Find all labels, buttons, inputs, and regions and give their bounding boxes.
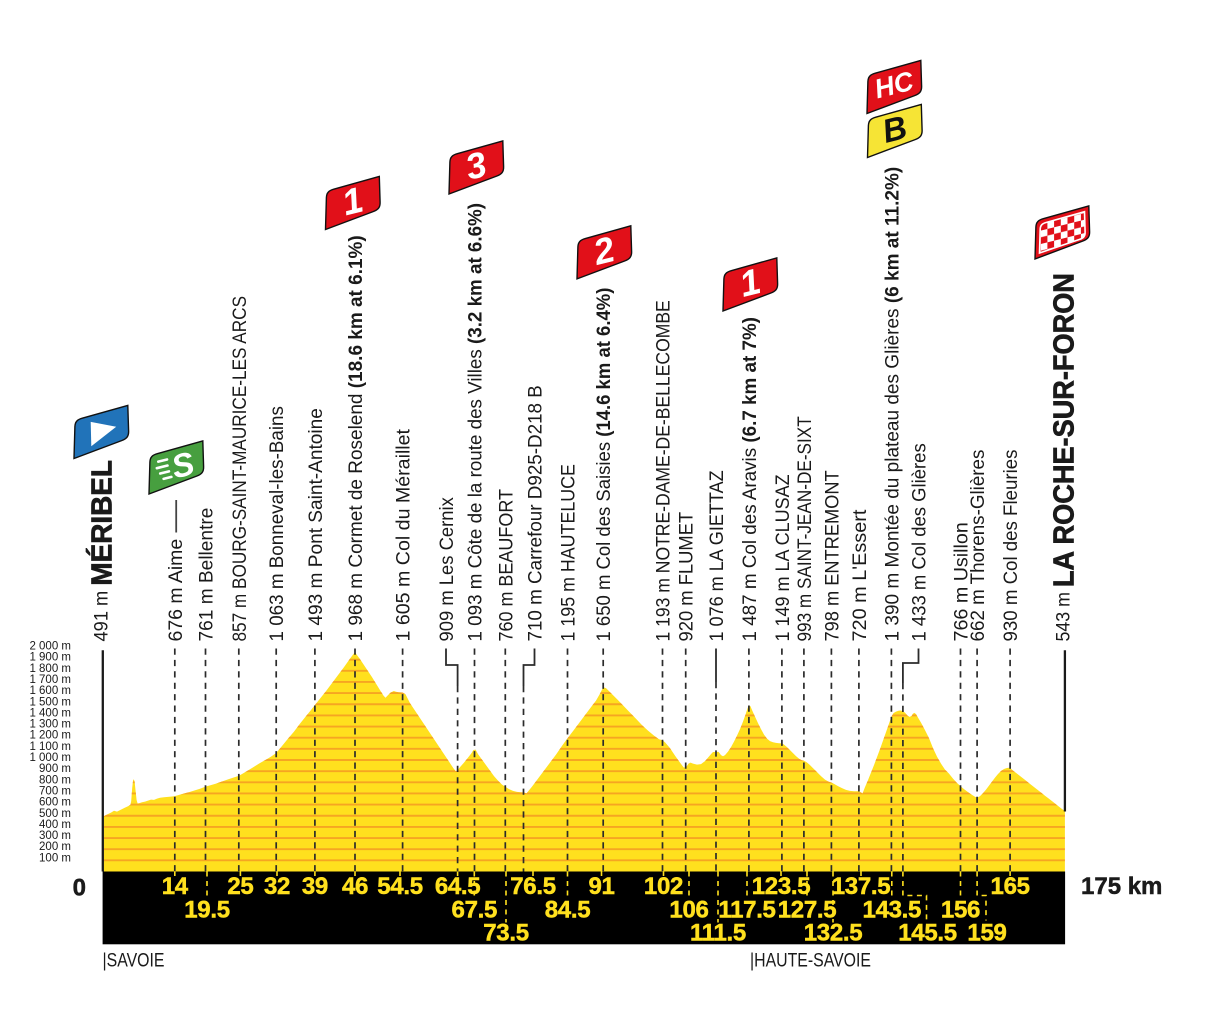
svg-text:1 390 m Montée du plateau des: 1 390 m Montée du plateau des Glières (6… xyxy=(882,167,903,642)
svg-text:1 800 m: 1 800 m xyxy=(29,663,71,675)
svg-text:1 100 m: 1 100 m xyxy=(29,741,71,753)
svg-text:710 m Carrefour D925-D218 B: 710 m Carrefour D925-D218 B xyxy=(525,385,546,641)
svg-text:1 700 m: 1 700 m xyxy=(29,674,71,686)
svg-text:137.5: 137.5 xyxy=(832,873,891,900)
svg-text:0: 0 xyxy=(73,874,86,901)
svg-text:64.5: 64.5 xyxy=(435,873,481,900)
svg-text:900 m: 900 m xyxy=(39,763,71,775)
svg-text:400 m: 400 m xyxy=(39,819,71,831)
svg-text:761 m Bellentre: 761 m Bellentre xyxy=(197,508,218,642)
svg-text:1 487 m Col des Aravis (6.7 km: 1 487 m Col des Aravis (6.7 km at 7%) xyxy=(740,317,761,641)
svg-text:1 433 m Col des Glières: 1 433 m Col des Glières xyxy=(908,443,929,641)
svg-text:1 600 m: 1 600 m xyxy=(29,685,71,697)
svg-text:1 193 m NOTRE-DAME-DE-BELLECOM: 1 193 m NOTRE-DAME-DE-BELLECOMBE xyxy=(652,300,674,641)
svg-text:1 076 m LA GIETTAZ: 1 076 m LA GIETTAZ xyxy=(706,470,728,641)
svg-text:100 m: 100 m xyxy=(39,852,71,864)
svg-text:930 m Col des Fleuries: 930 m Col des Fleuries xyxy=(1000,450,1021,642)
svg-text:800 m: 800 m xyxy=(39,774,71,786)
svg-text:73.5: 73.5 xyxy=(483,920,529,947)
svg-text:165: 165 xyxy=(991,873,1030,900)
svg-text:19.5: 19.5 xyxy=(184,897,230,924)
svg-text:1 000 m: 1 000 m xyxy=(29,752,71,764)
svg-text:|HAUTE-SAVOIE: |HAUTE-SAVOIE xyxy=(750,951,871,972)
svg-text:123.5: 123.5 xyxy=(752,873,811,900)
svg-text:14: 14 xyxy=(162,873,189,900)
svg-text:32: 32 xyxy=(264,873,290,900)
svg-text:159: 159 xyxy=(967,920,1006,947)
svg-text:662 m Thorens-Glières: 662 m Thorens-Glières xyxy=(968,450,989,642)
svg-text:46: 46 xyxy=(342,873,368,900)
svg-text:1 300 m: 1 300 m xyxy=(29,719,71,731)
svg-text:67.5: 67.5 xyxy=(452,897,498,924)
svg-text:117.5: 117.5 xyxy=(718,897,775,924)
svg-text:1 900 m: 1 900 m xyxy=(29,652,71,664)
svg-text:2 000 m: 2 000 m xyxy=(29,641,71,653)
svg-text:300 m: 300 m xyxy=(39,830,71,842)
svg-text:106: 106 xyxy=(669,897,708,924)
svg-text:25: 25 xyxy=(227,873,253,900)
svg-text:760 m BEAUFORT: 760 m BEAUFORT xyxy=(495,489,517,641)
svg-text:1 605 m Col du Méraillet: 1 605 m Col du Méraillet xyxy=(394,428,415,641)
svg-text:1 500 m: 1 500 m xyxy=(29,696,71,708)
svg-text:76.5: 76.5 xyxy=(510,873,556,900)
svg-text:1 195 m HAUTELUCE: 1 195 m HAUTELUCE xyxy=(557,464,579,641)
svg-text:1 493 m Pont Saint-Antoine: 1 493 m Pont Saint-Antoine xyxy=(306,408,327,641)
svg-text:1 968 m Cormet de Roselend (18: 1 968 m Cormet de Roselend (18.6 km at 6… xyxy=(346,235,367,641)
svg-text:909 m Les Cernix: 909 m Les Cernix xyxy=(436,497,457,642)
svg-text:175 km: 175 km xyxy=(1081,873,1162,900)
svg-text:156: 156 xyxy=(941,897,980,924)
svg-text:720 m L'Essert: 720 m L'Essert xyxy=(849,509,871,642)
svg-text:|SAVOIE: |SAVOIE xyxy=(103,951,165,972)
svg-text:1 400 m: 1 400 m xyxy=(29,707,71,719)
svg-text:91: 91 xyxy=(588,873,614,900)
svg-text:857 m BOURG-SAINT-MAURICE-LES: 857 m BOURG-SAINT-MAURICE-LES ARCS xyxy=(229,296,250,642)
svg-text:1 063 m Bonneval-les-Bains: 1 063 m Bonneval-les-Bains xyxy=(267,406,288,641)
svg-text:84.5: 84.5 xyxy=(545,897,591,924)
svg-text:102: 102 xyxy=(644,873,683,900)
svg-text:127.5: 127.5 xyxy=(778,897,837,924)
svg-text:676 m Aime: 676 m Aime xyxy=(166,539,187,642)
svg-text:766 m Usillon: 766 m Usillon xyxy=(951,522,973,641)
svg-text:500 m: 500 m xyxy=(39,808,71,820)
svg-text:1 200 m: 1 200 m xyxy=(29,730,71,742)
svg-text:200 m: 200 m xyxy=(39,841,71,853)
svg-text:1 149 m LA CLUSAZ: 1 149 m LA CLUSAZ xyxy=(771,474,793,641)
svg-text:798 m ENTREMONT: 798 m ENTREMONT xyxy=(821,470,842,641)
svg-text:132.5: 132.5 xyxy=(804,920,863,947)
svg-text:145.5: 145.5 xyxy=(898,920,957,947)
svg-text:700 m: 700 m xyxy=(39,785,71,797)
svg-text:491 m MÉRIBEL: 491 m MÉRIBEL xyxy=(86,460,119,641)
svg-text:920 m FLUMET: 920 m FLUMET xyxy=(675,512,696,642)
svg-text:143.5: 143.5 xyxy=(863,897,922,924)
svg-text:993 m SAINT-JEAN-DE-SIXT: 993 m SAINT-JEAN-DE-SIXT xyxy=(794,416,815,641)
svg-text:543 m LA ROCHE-SUR-FORON: 543 m LA ROCHE-SUR-FORON xyxy=(1048,273,1080,641)
svg-text:54.5: 54.5 xyxy=(377,873,423,900)
svg-text:1 093 m Côte de la route des V: 1 093 m Côte de la route des Villes (3.2… xyxy=(465,203,486,642)
svg-text:600 m: 600 m xyxy=(39,797,71,809)
svg-text:111.5: 111.5 xyxy=(690,920,746,947)
svg-text:1 650 m Col des Saisies (14.6: 1 650 m Col des Saisies (14.6 km at 6.4%… xyxy=(593,288,614,642)
svg-text:39: 39 xyxy=(302,873,328,900)
